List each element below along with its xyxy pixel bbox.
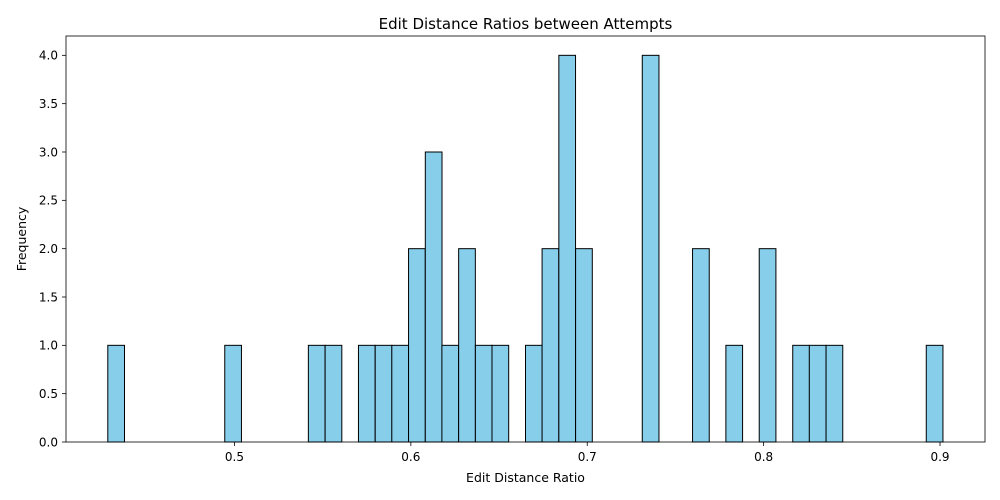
x-tick-label-4: 0.9: [930, 450, 949, 464]
histogram-bar-14: [541, 248, 560, 443]
y-tick-label-7: 3.5: [39, 97, 58, 111]
histogram-bar-13: [525, 344, 543, 443]
histogram-bar-2: [307, 344, 326, 443]
y-tick-label-8: 4.0: [39, 49, 58, 63]
x-tick-label-0: 0.5: [225, 450, 244, 464]
x-tick-label-3: 0.8: [754, 450, 773, 464]
x-axis-ticks: 0.5 0.6 0.7 0.8 0.9: [225, 442, 950, 464]
histogram-bar-5: [374, 344, 393, 443]
histogram-bar-18: [692, 248, 710, 443]
plot-area-frame: [65, 35, 986, 443]
y-tick-label-6: 3.0: [39, 145, 58, 159]
histogram-bar-23: [825, 344, 844, 443]
y-tick-label-0: 0.0: [39, 435, 58, 449]
histogram-bar-7: [408, 248, 426, 443]
y-tick-label-3: 1.5: [39, 290, 58, 304]
histogram-bar-0: [107, 344, 126, 443]
histogram-bar-22: [808, 344, 827, 443]
histogram-bar-4: [357, 344, 376, 443]
histogram-bar-9: [441, 344, 460, 443]
chart-title: Edit Distance Ratios between Attempts: [379, 15, 673, 33]
histogram-bars: [107, 54, 944, 443]
histogram-bar-20: [758, 248, 777, 443]
y-axis-label: Frequency: [14, 206, 29, 271]
histogram-bar-8: [424, 151, 443, 443]
histogram-bar-10: [458, 248, 476, 443]
x-tick-label-1: 0.6: [401, 450, 420, 464]
x-tick-label-2: 0.7: [578, 450, 597, 464]
x-axis-label: Edit Distance Ratio: [466, 470, 585, 485]
histogram-bar-3: [324, 344, 343, 443]
y-tick-label-2: 1.0: [39, 339, 58, 353]
histogram-bar-17: [641, 54, 660, 443]
histogram-bar-11: [474, 344, 493, 443]
histogram-bar-15: [558, 54, 577, 443]
y-axis-ticks: 0.0 0.5 1.0 1.5 2.0 2.5 3.0 3.5 4.0: [39, 49, 66, 449]
histogram-bar-24: [925, 344, 944, 443]
histogram-bar-6: [391, 344, 409, 443]
y-tick-label-4: 2.0: [39, 242, 58, 256]
histogram-bar-1: [224, 344, 242, 443]
y-tick-label-5: 2.5: [39, 194, 58, 208]
histogram-bar-12: [491, 344, 510, 443]
y-tick-label-1: 0.5: [39, 387, 58, 401]
histogram-bar-16: [575, 248, 593, 443]
histogram-bar-19: [725, 344, 744, 443]
histogram-bar-21: [792, 344, 810, 443]
